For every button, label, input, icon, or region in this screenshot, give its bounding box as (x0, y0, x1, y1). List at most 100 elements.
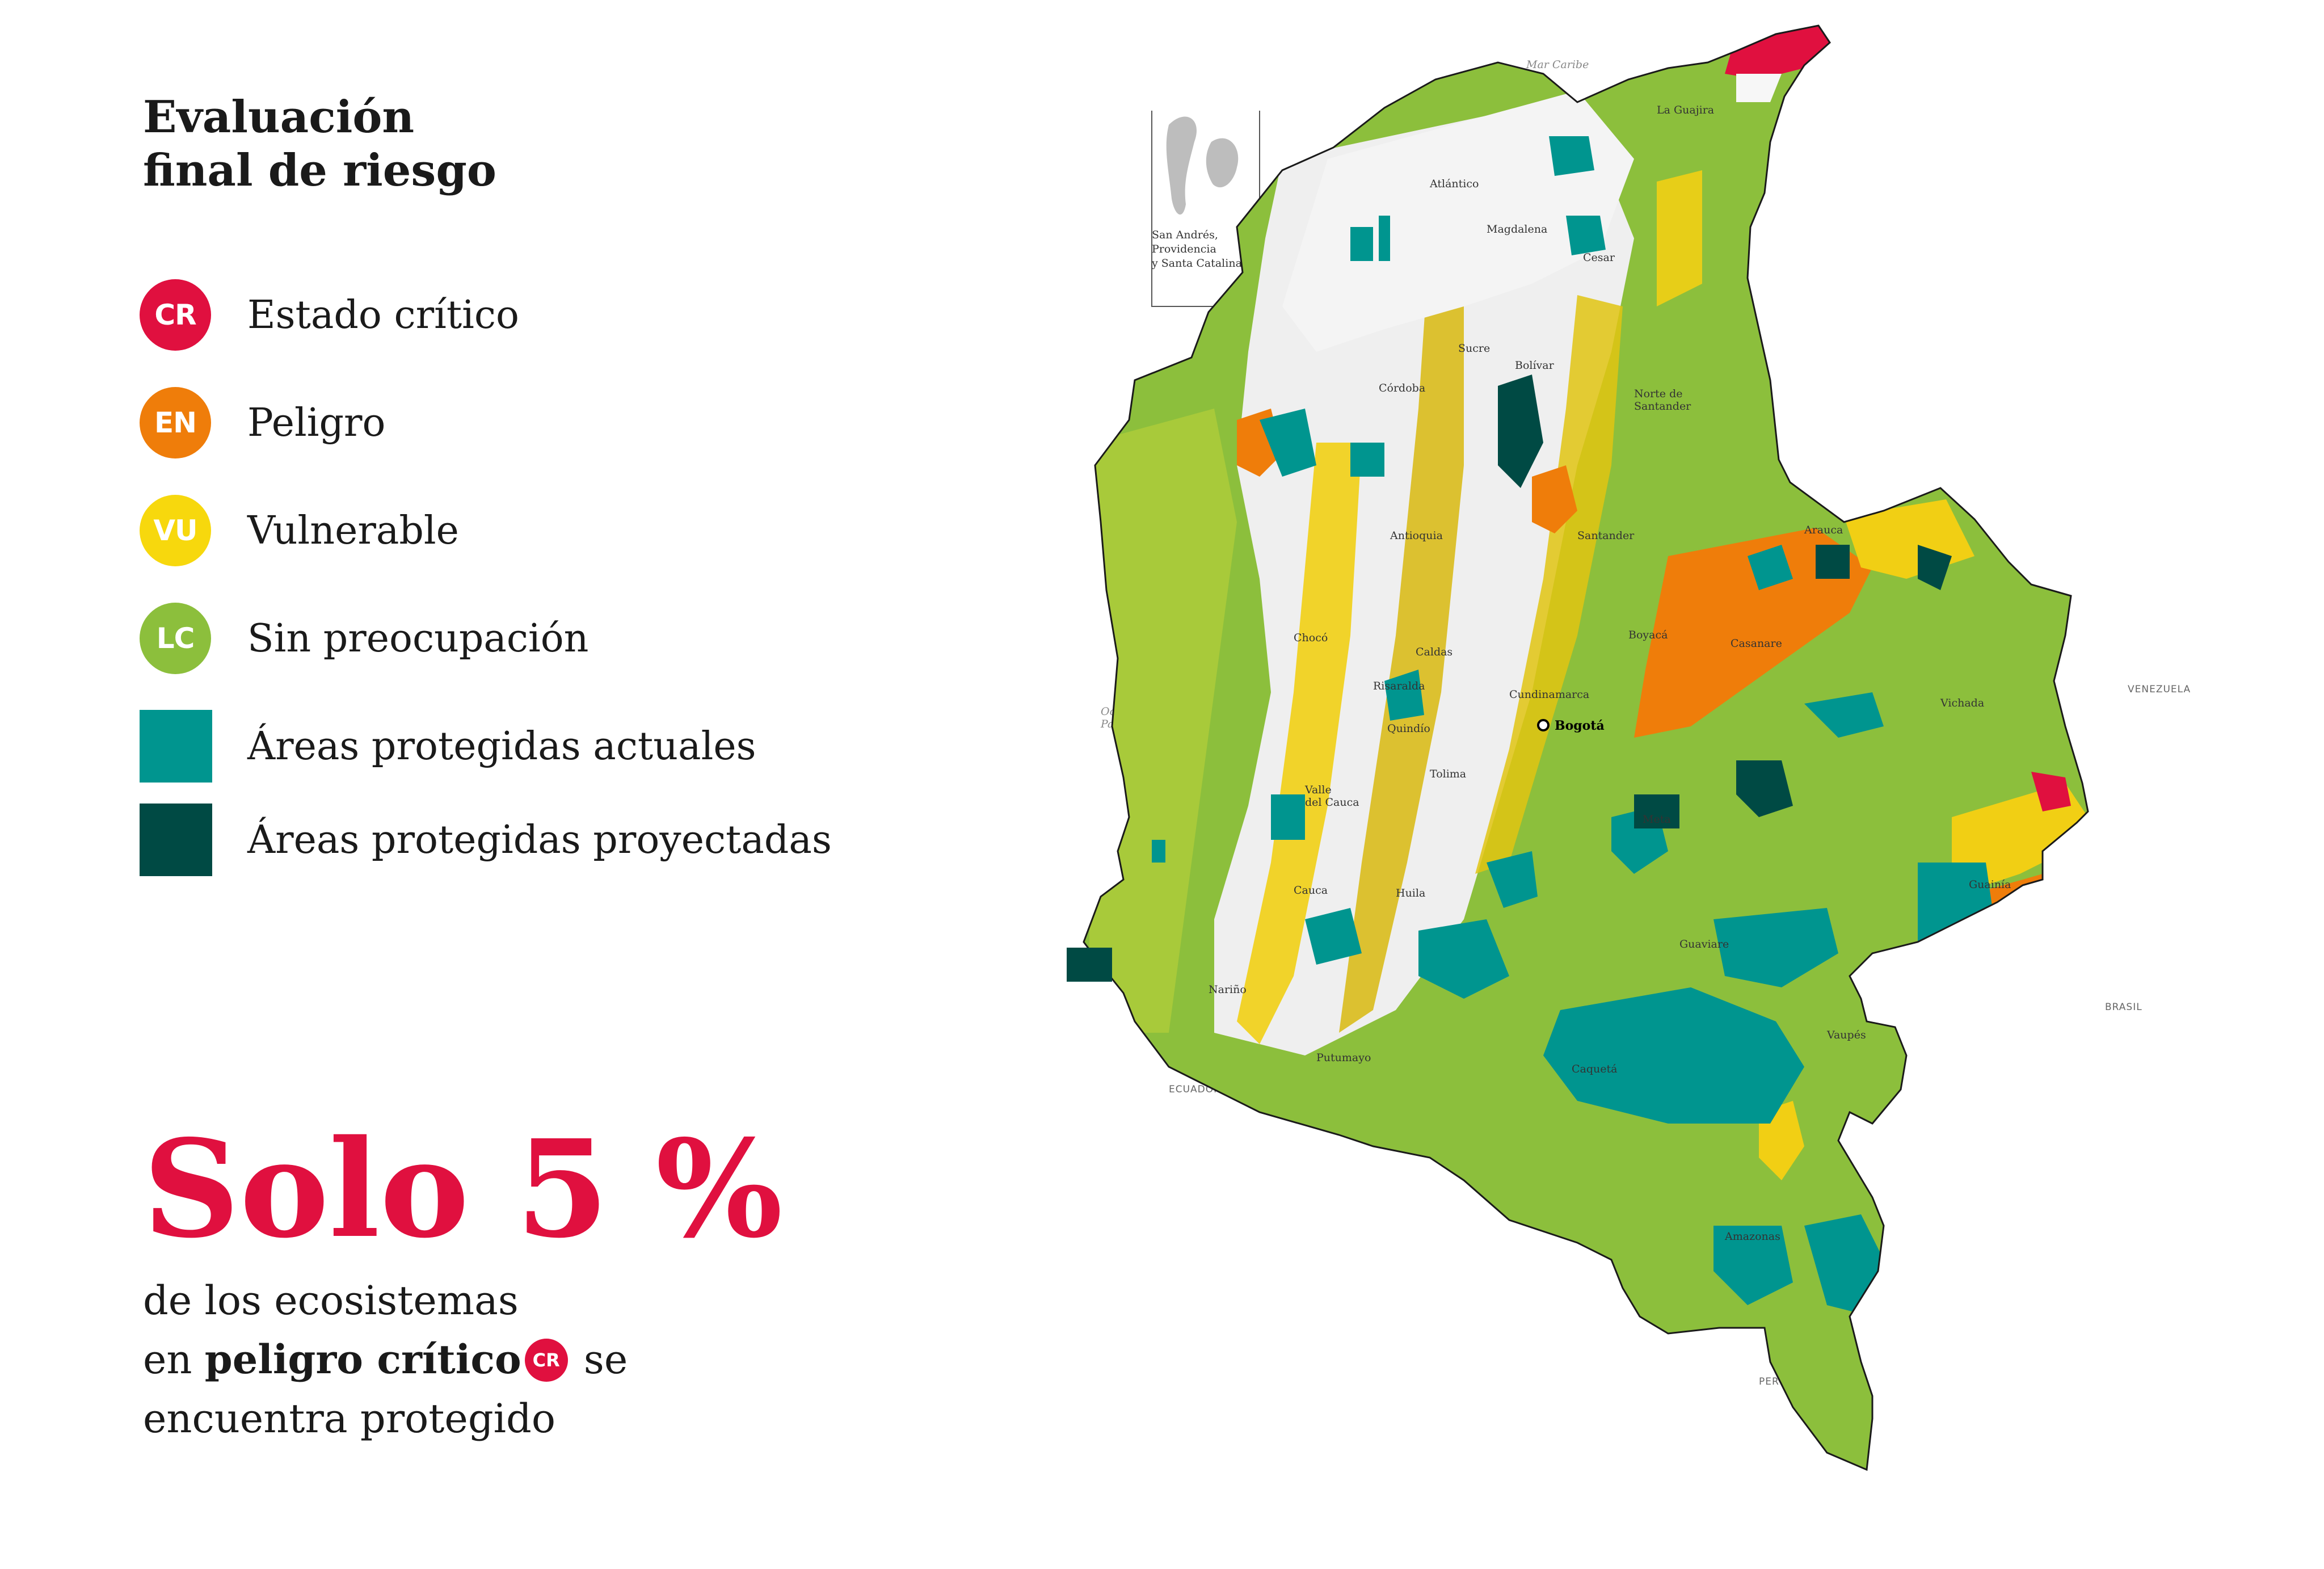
dept-label: Caquetá (1572, 1063, 1617, 1075)
dept-label: Guainía (1969, 878, 2011, 891)
subtext-line-2: en peligro crítico CR se (143, 1330, 824, 1389)
inset-label-2: Providencia (1152, 243, 1216, 255)
dept-label: Córdoba (1379, 382, 1425, 394)
guajira-white-region (1736, 74, 1782, 102)
projected-area-arauca (1816, 545, 1850, 579)
protected-area-guaviare (1713, 908, 1838, 987)
protected-area-cesar-north (1566, 216, 1606, 255)
legend-item-en: EN Peligro (140, 386, 385, 460)
protected-area-putumayo (1418, 919, 1509, 999)
legend-item-projected-protected: Áreas protegidas proyectadas (140, 803, 832, 877)
dept-label: Quindío (1387, 722, 1430, 735)
map-fill (1084, 26, 2088, 1470)
legend-title-line-2: final de riesgo (143, 145, 496, 196)
dept-label: Casanare (1731, 637, 1782, 650)
vu-region-central-cordillera (1339, 238, 1464, 1033)
protected-area-boyaca (1748, 545, 1793, 590)
subtext: de los ecosistemas en peligro crítico CR … (143, 1271, 824, 1448)
dept-label: del Cauca (1305, 796, 1359, 809)
subtext-prefix: en (143, 1336, 205, 1383)
dept-label: Guaviare (1679, 938, 1729, 950)
vu-region-east-cordillera (1475, 295, 1623, 874)
vu-region-west-cordillera (1237, 443, 1362, 1044)
cr-badge-icon: CR (140, 279, 211, 351)
dept-label: Caldas (1416, 646, 1452, 658)
dept-label: Putumayo (1316, 1051, 1371, 1064)
protected-area-caqueta (1543, 987, 1804, 1124)
projected-protected-swatch (140, 804, 212, 876)
protected-area-antioquia (1350, 443, 1384, 477)
en-badge-icon: EN (140, 387, 211, 458)
sea-label-caribe: Mar Caribe (1526, 58, 1589, 71)
cr-region-guajira (1725, 26, 1833, 79)
projected-area-arauca-east (1918, 545, 1952, 590)
offshore-protected-2 (1379, 216, 1390, 261)
dept-label: Sucre (1458, 342, 1490, 355)
legend-item-cr: CR Estado crítico (140, 278, 519, 352)
inset-label-3: y Santa Catalina (1151, 257, 1242, 270)
subtext-suffix: se (571, 1336, 628, 1383)
legend-title-line-1: Evaluación (143, 91, 415, 143)
colombia-risk-map: San Andrés, Providencia y Santa Catalina… (1067, 24, 2191, 1471)
dept-label: Santander (1577, 529, 1635, 542)
protected-area-magdalena (1549, 136, 1594, 176)
dept-label: Meta (1643, 813, 1671, 826)
legend-item-lc: LC Sin preocupación (140, 601, 588, 675)
dept-label: Tolima (1430, 768, 1466, 780)
dept-label: Cesar (1583, 251, 1615, 264)
country-label-venezuela: VENEZUELA (2128, 684, 2191, 695)
legend-item-current-protected: Áreas protegidas actuales (140, 709, 756, 783)
subtext-line-1: de los ecosistemas (143, 1277, 519, 1324)
protected-area-amazonas-east (1804, 1214, 1884, 1316)
dept-label: Bolívar (1515, 359, 1555, 372)
current-protected-swatch (140, 710, 212, 783)
dept-label: Cauca (1294, 884, 1328, 897)
dept-label: Chocó (1294, 632, 1328, 644)
offshore-protected-malpelo (1152, 840, 1165, 863)
legend-label-lc: Sin preocupación (247, 616, 589, 661)
dept-label: Arauca (1804, 524, 1843, 536)
en-region-antioquia (1532, 465, 1577, 533)
department-labels: La Guajira Atlántico Magdalena Cesar Suc… (1209, 104, 2011, 1243)
dept-label: Amazonas (1724, 1230, 1780, 1243)
vu-badge-icon: VU (140, 495, 211, 566)
lc-base-region (1084, 26, 2088, 1470)
pacific-lc-region (1089, 409, 1237, 1033)
dept-label: Valle (1304, 784, 1332, 796)
country-label-brasil: BRASIL (2105, 1002, 2142, 1013)
cr-inline-badge-icon: CR (524, 1339, 568, 1382)
protected-area-caldas (1384, 670, 1424, 721)
cr-region-vichada (2031, 772, 2071, 811)
lc-badge-icon: LC (140, 603, 211, 674)
offshore-protected-1 (1350, 227, 1373, 261)
dept-label: Norte de (1634, 388, 1682, 400)
capital-label: Bogotá (1555, 718, 1605, 733)
san-andres-inset: San Andrés, Providencia y Santa Catalina (1151, 111, 1260, 307)
colombia-border (1083, 24, 2089, 1471)
legend-label-en: Peligro (247, 400, 386, 445)
projected-area-perija (1770, 182, 1793, 272)
dept-label: Atlántico (1429, 178, 1479, 190)
dept-label: Magdalena (1487, 223, 1547, 235)
protected-area-cauca (1305, 908, 1362, 965)
dept-label: Vaupés (1826, 1029, 1866, 1041)
dept-label: Santander (1634, 400, 1691, 413)
subtext-line-3: encuentra protegido (143, 1395, 556, 1442)
dept-label: Huila (1396, 887, 1425, 899)
legend-label-projected-protected: Áreas protegidas proyectadas (247, 817, 832, 863)
legend-label-current-protected: Áreas protegidas actuales (247, 723, 756, 769)
protected-area-amazonas (1713, 1226, 1793, 1305)
legend-title: Evaluación final de riesgo (143, 91, 540, 197)
en-region-casanare (1634, 528, 1872, 738)
dept-label: Risaralda (1373, 680, 1425, 692)
protected-area-vaupes (1918, 1112, 1974, 1214)
dept-label: Vichada (1940, 697, 1984, 709)
dept-label: Nariño (1209, 983, 1247, 996)
projected-area-vichada (1736, 760, 1793, 817)
dept-label: La Guajira (1657, 104, 1714, 116)
dept-label: Boyacá (1628, 629, 1668, 641)
projected-area-meta (1634, 794, 1679, 828)
legend: CR Estado crítico EN Peligro VU Vulnerab… (140, 0, 877, 908)
legend-label-cr: Estado crítico (247, 292, 519, 338)
capital-dot-icon (1537, 719, 1550, 731)
